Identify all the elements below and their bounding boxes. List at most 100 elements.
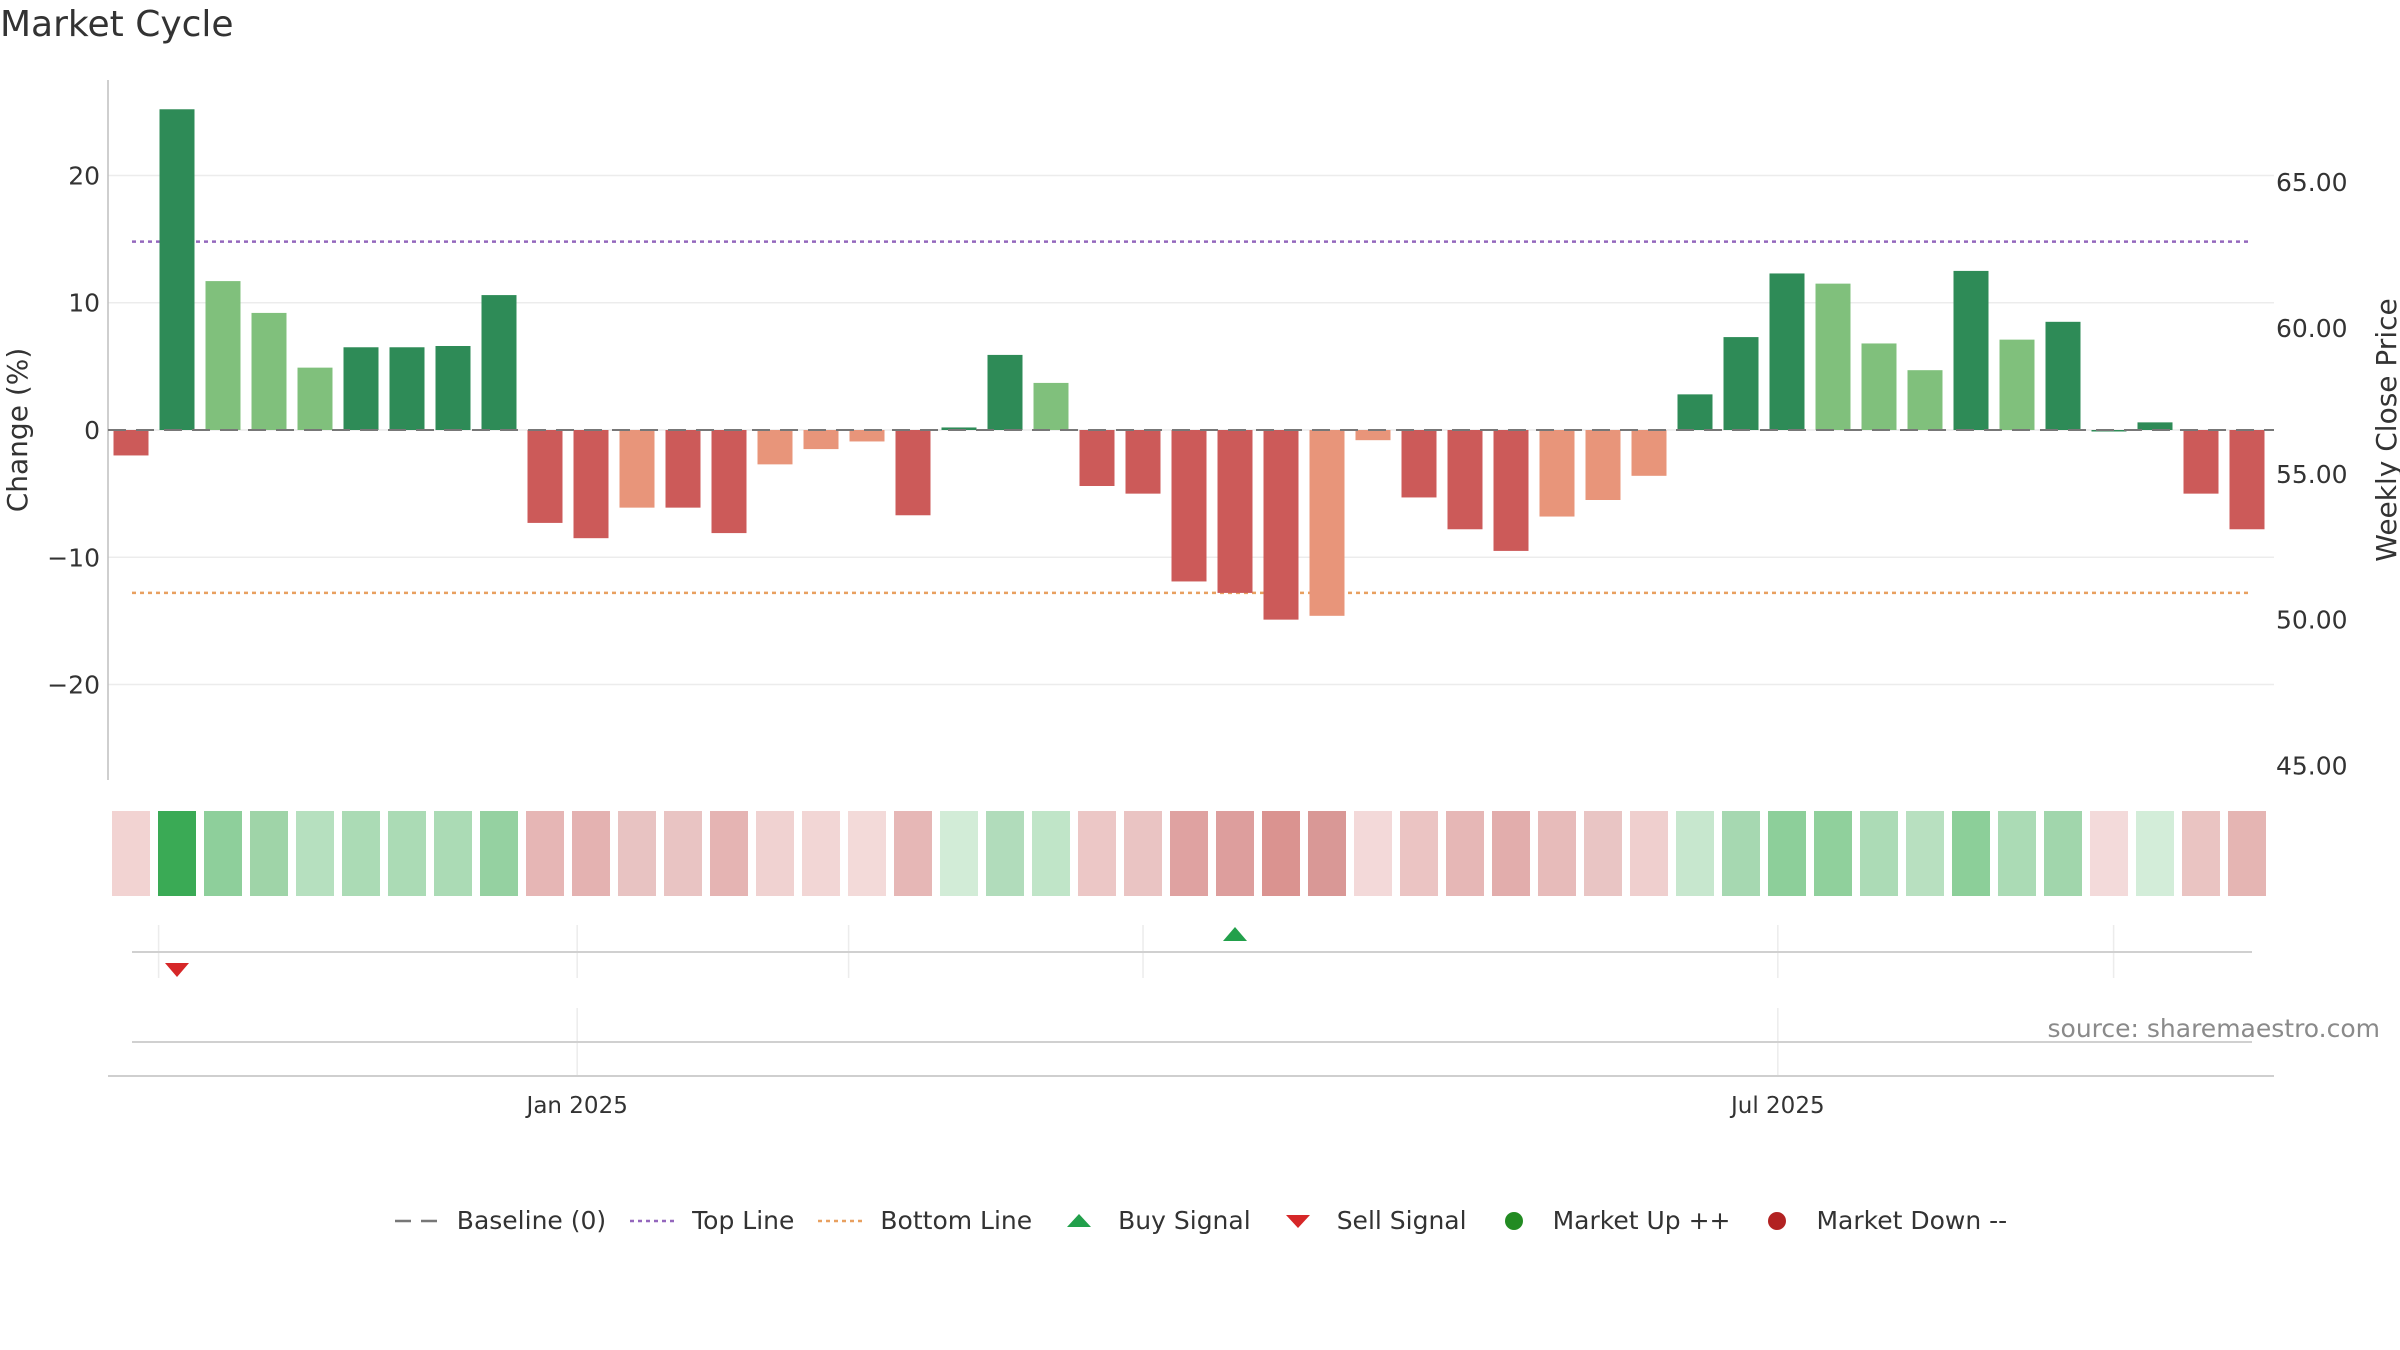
heat-cell: [1952, 811, 1990, 896]
legend-item-up: Market Up ++: [1489, 1206, 1731, 1235]
bar: [2045, 321, 2081, 430]
heat-cell: [1676, 811, 1714, 896]
bar: [1493, 430, 1529, 551]
bar: [389, 347, 425, 430]
legend-symbol-top: [630, 1219, 677, 1222]
bar: [987, 354, 1023, 430]
heat-cell: [204, 811, 242, 896]
heat-cell: [388, 811, 426, 896]
y-tick-label-right: 65.00: [2276, 168, 2348, 197]
heat-cell: [802, 811, 840, 896]
heat-cell: [1170, 811, 1208, 896]
heat-cell: [940, 811, 978, 896]
heat-cell: [342, 811, 380, 896]
heat-cell: [986, 811, 1024, 896]
heat-cell: [1216, 811, 1254, 896]
bar: [1125, 430, 1161, 494]
heat-cell: [710, 811, 748, 896]
bar: [1999, 339, 2035, 430]
heat-cell: [894, 811, 932, 896]
bar: [2137, 422, 2173, 430]
bar: [1079, 430, 1115, 486]
heat-cell: [1860, 811, 1898, 896]
bar: [1907, 370, 1943, 430]
bar: [1033, 382, 1069, 430]
bar: [1355, 430, 1391, 441]
bar: [619, 430, 655, 508]
source-note: source: sharemaestro.com: [2047, 1014, 2381, 1043]
bar: [1171, 430, 1207, 582]
y-tick-label-right: 45.00: [2276, 751, 2348, 780]
sell-signal-marker: [165, 963, 189, 977]
bar: [2183, 430, 2219, 494]
bar: [205, 281, 241, 430]
heat-cell: [296, 811, 334, 896]
heat-cell: [664, 811, 702, 896]
legend-label-top: Top Line: [692, 1206, 795, 1235]
legend-label-down: Market Down --: [1816, 1206, 2008, 1235]
heat-cell: [2228, 811, 2266, 896]
heat-cell: [2044, 811, 2082, 896]
heat-cell: [1308, 811, 1346, 896]
heat-cell: [250, 811, 288, 896]
bar: [435, 346, 471, 430]
legend-item-bottom: Bottom Line: [816, 1206, 1032, 1235]
heat-cell: [1492, 811, 1530, 896]
legend-symbol-sell: [1285, 1214, 1310, 1228]
bar: [481, 295, 517, 430]
legend-label-sell: Sell Signal: [1336, 1206, 1467, 1235]
legend: Baseline (0) Top Line Bottom Line Buy Signa…: [0, 1206, 2400, 1235]
heat-cell: [1262, 811, 1300, 896]
heat-cell: [1630, 811, 1668, 896]
bar: [1309, 430, 1345, 616]
bar: [1401, 430, 1437, 498]
heat-cell: [1354, 811, 1392, 896]
bar: [159, 109, 195, 430]
heat-cell: [480, 811, 518, 896]
bar: [1263, 430, 1299, 620]
heat-cell: [2136, 811, 2174, 896]
bar: [2229, 430, 2265, 530]
bar: [665, 430, 701, 508]
y-tick-label-left: −10: [47, 543, 100, 572]
bar: [343, 347, 379, 430]
heat-cell: [848, 811, 886, 896]
y-tick-label-left: 20: [68, 161, 100, 190]
heat-cell: [1998, 811, 2036, 896]
legend-symbol-buy: [1067, 1213, 1092, 1227]
legend-symbol-bottom: [818, 1219, 865, 1222]
heat-cell: [1032, 811, 1070, 896]
bar: [1677, 394, 1713, 430]
legend-item-top: Top Line: [628, 1206, 794, 1235]
bar: [1217, 430, 1253, 593]
bar: [1585, 430, 1621, 500]
heat-cell: [756, 811, 794, 896]
heat-cell: [2182, 811, 2220, 896]
y-tick-label-left: 0: [84, 416, 100, 445]
bar: [1631, 430, 1667, 476]
bar: [113, 430, 149, 456]
chart-title: Market Cycle: [0, 4, 234, 45]
y-axis-label-left: Change (%): [1, 348, 34, 513]
bar: [849, 430, 885, 442]
legend-item-buy: Buy Signal: [1054, 1206, 1251, 1235]
y-axis-label-right: Weekly Close Price: [2370, 298, 2400, 561]
heat-cell: [112, 811, 150, 896]
y-tick-label-left: −20: [47, 671, 100, 700]
heat-cell: [1078, 811, 1116, 896]
heat-cell: [1814, 811, 1852, 896]
heat-cell: [1400, 811, 1438, 896]
legend-label-up: Market Up ++: [1552, 1206, 1731, 1235]
x-tick-label: Jul 2025: [1729, 1093, 1825, 1119]
x-tick-label: Jan 2025: [525, 1093, 628, 1119]
bar: [941, 427, 977, 430]
buy-signal-marker: [1223, 927, 1247, 941]
legend-label-buy: Buy Signal: [1118, 1206, 1251, 1235]
heat-cell: [1722, 811, 1760, 896]
heat-cell: [572, 811, 610, 896]
legend-item-sell: Sell Signal: [1273, 1206, 1467, 1235]
legend-item-baseline: Baseline (0): [393, 1206, 606, 1235]
heat-cell: [434, 811, 472, 896]
y-tick-label-left: 10: [68, 289, 100, 318]
